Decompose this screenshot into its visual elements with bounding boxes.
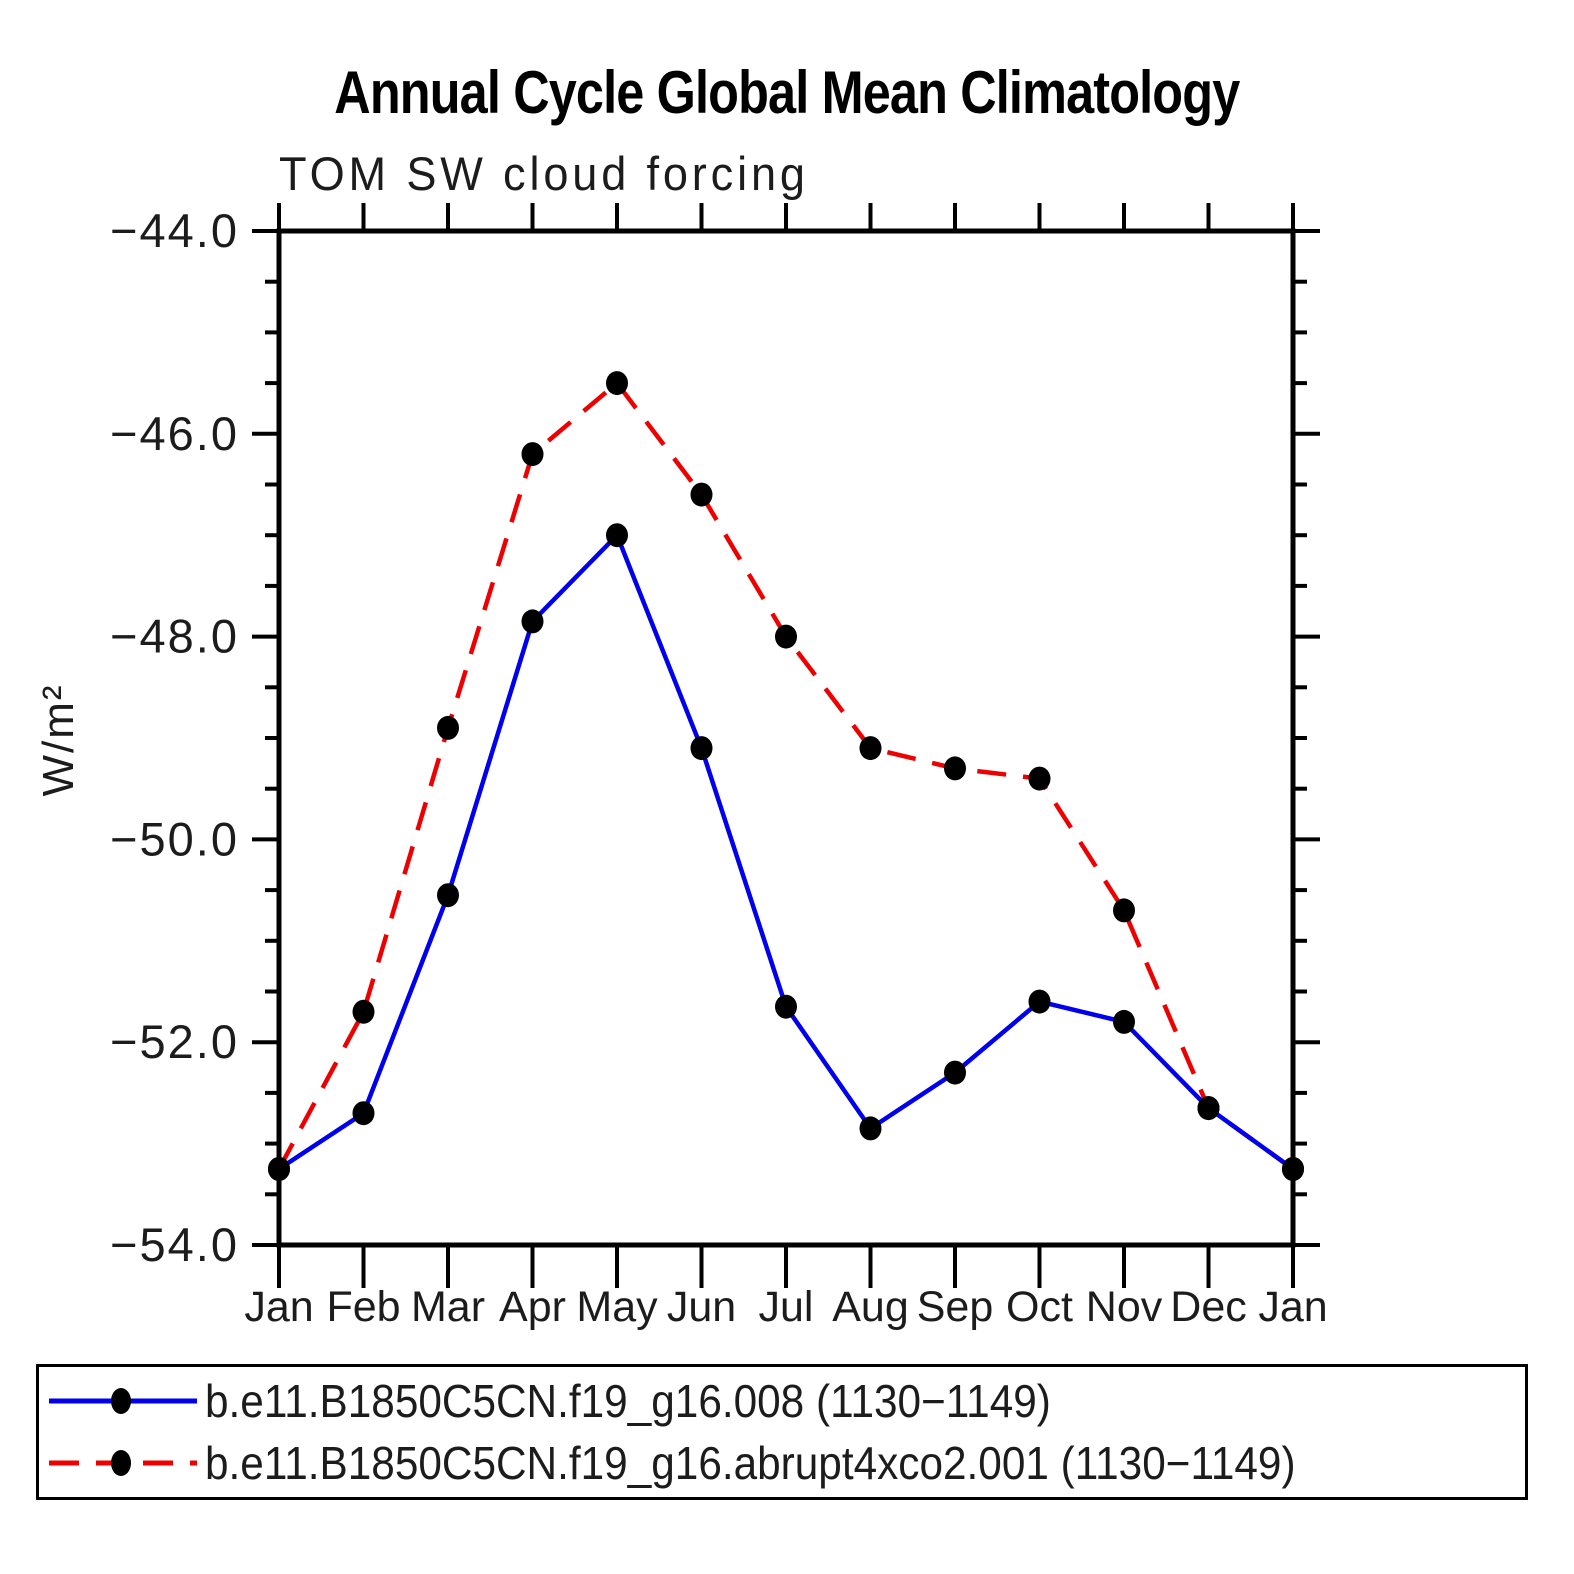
- x-tick-label: Feb: [326, 1283, 400, 1331]
- x-tick-label: Jul: [759, 1283, 814, 1331]
- data-point-marker: [690, 482, 713, 507]
- legend-marker-dot-icon: [111, 1450, 131, 1476]
- data-point-marker: [521, 442, 544, 467]
- legend-marker-dot-icon: [111, 1388, 131, 1414]
- y-tick-label: −46.0: [110, 407, 239, 460]
- data-point-marker: [1113, 898, 1135, 923]
- x-tick-label: Sep: [917, 1283, 994, 1331]
- series-line-red-dashed: [277, 380, 1295, 1171]
- x-tick-label: Nov: [1086, 1283, 1163, 1331]
- data-point-marker: [352, 1101, 375, 1126]
- data-point-marker: [1282, 1157, 1304, 1181]
- data-point-marker: [944, 756, 966, 781]
- data-point-marker: [944, 1060, 966, 1085]
- data-point-marker: [1113, 1009, 1135, 1034]
- y-tick-label: −44.0: [110, 204, 239, 257]
- data-point-marker: [268, 1157, 290, 1181]
- x-tick-label: Jan: [1258, 1283, 1327, 1331]
- x-tick-label: Oct: [1006, 1283, 1073, 1331]
- x-tick-label: May: [576, 1283, 658, 1331]
- data-point-marker: [775, 994, 797, 1019]
- data-point-marker: [690, 736, 713, 761]
- y-tick-label: −50.0: [110, 812, 239, 865]
- legend: b.e11.B1850C5CN.f19_g16.008 (1130−1149) …: [36, 1364, 1528, 1500]
- y-tick-label: −48.0: [110, 610, 239, 663]
- legend-line-sample-blue-solid: [49, 1388, 197, 1414]
- data-point-marker: [352, 999, 375, 1024]
- y-tick-label: −52.0: [110, 1015, 239, 1068]
- chart-subtitle: TOM SW cloud forcing: [279, 147, 809, 200]
- data-point-marker: [437, 715, 459, 740]
- x-tick-label: Dec: [1170, 1283, 1246, 1331]
- data-point-marker: [859, 1116, 882, 1141]
- data-point-marker: [1028, 766, 1051, 791]
- x-tick-label: Mar: [411, 1283, 485, 1331]
- axis-frame: [276, 228, 1296, 1248]
- data-point-marker: [606, 523, 628, 548]
- legend-row-4xco2-run: b.e11.B1850C5CN.f19_g16.abrupt4xco2.001 …: [45, 1437, 1525, 1489]
- data-point-marker: [437, 883, 459, 908]
- legend-label-control-run: b.e11.B1850C5CN.f19_g16.008 (1130−1149): [205, 1375, 1051, 1427]
- data-point-marker: [1028, 989, 1051, 1014]
- legend-line-sample-red-dashed: [49, 1450, 197, 1476]
- chart-title: Annual Cycle Global Mean Climatology: [334, 59, 1240, 126]
- x-tick-label: Apr: [499, 1283, 566, 1331]
- legend-row-control-run: b.e11.B1850C5CN.f19_g16.008 (1130−1149): [45, 1375, 1525, 1427]
- data-point-marker: [775, 624, 797, 649]
- legend-label-4xco2-run: b.e11.B1850C5CN.f19_g16.abrupt4xco2.001 …: [205, 1437, 1296, 1489]
- x-tick-label: Aug: [832, 1283, 909, 1331]
- data-point-marker: [1197, 1096, 1220, 1121]
- data-point-marker: [859, 736, 882, 761]
- data-point-marker: [521, 609, 544, 634]
- x-tick-label: Jun: [667, 1283, 736, 1331]
- y-tick-label: −54.0: [110, 1218, 239, 1271]
- data-point-marker: [606, 371, 628, 396]
- x-tick-label: Jan: [244, 1283, 313, 1331]
